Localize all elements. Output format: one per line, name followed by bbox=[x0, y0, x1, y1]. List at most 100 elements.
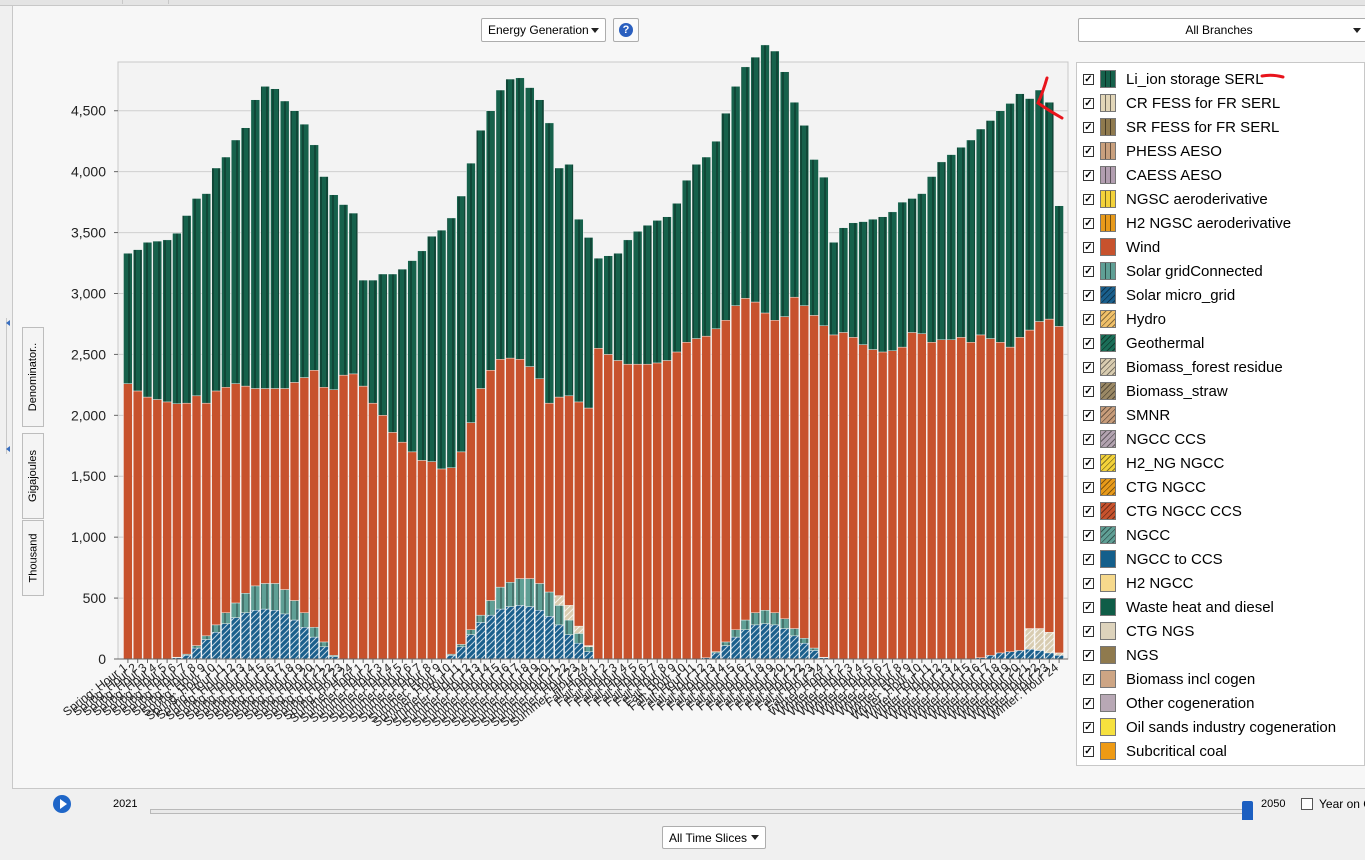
bar-segment bbox=[201, 639, 211, 660]
legend-swatch bbox=[1100, 526, 1116, 544]
legend-item[interactable]: ✓ Solar gridConnected bbox=[1077, 259, 1364, 283]
bar-segment bbox=[701, 335, 711, 658]
legend-checkbox[interactable]: ✓ bbox=[1083, 313, 1094, 325]
legend-checkbox[interactable]: ✓ bbox=[1083, 193, 1094, 205]
legend-checkbox[interactable]: ✓ bbox=[1083, 433, 1094, 445]
legend-checkbox[interactable]: ✓ bbox=[1083, 241, 1094, 253]
bar-stack bbox=[789, 102, 800, 660]
bar-segment bbox=[534, 99, 545, 379]
bar-stack bbox=[633, 231, 643, 660]
legend-swatch bbox=[1100, 118, 1116, 136]
checkbox-box[interactable] bbox=[1301, 798, 1313, 810]
time-slice-select[interactable]: All Time Slices bbox=[662, 826, 766, 849]
scale-button[interactable]: Thousand bbox=[22, 520, 44, 596]
bar-segment bbox=[780, 316, 790, 620]
legend-checkbox[interactable]: ✓ bbox=[1083, 289, 1094, 301]
bar-segment bbox=[378, 273, 388, 416]
bar-segment bbox=[260, 583, 270, 610]
legend-item[interactable]: ✓ CTG NGCC bbox=[1077, 475, 1364, 499]
view-select[interactable]: Energy Generation bbox=[481, 18, 606, 42]
legend-checkbox[interactable]: ✓ bbox=[1083, 121, 1094, 133]
legend-item[interactable]: ✓ Other cogeneration bbox=[1077, 691, 1364, 715]
legend-item[interactable]: ✓ Wind bbox=[1077, 235, 1364, 259]
bar-segment bbox=[191, 395, 202, 646]
legend-item[interactable]: ✓ PHESS AESO bbox=[1077, 139, 1364, 163]
bar-stack bbox=[868, 218, 878, 660]
legend-checkbox[interactable]: ✓ bbox=[1083, 217, 1094, 229]
bar-stack bbox=[495, 89, 505, 660]
legend-checkbox[interactable]: ✓ bbox=[1083, 337, 1094, 349]
legend-checkbox[interactable]: ✓ bbox=[1083, 409, 1094, 421]
bar-segment bbox=[799, 638, 809, 644]
bar-segment bbox=[495, 359, 505, 588]
y-tick-label: 3,500 bbox=[71, 225, 106, 241]
bar-segment bbox=[1015, 337, 1025, 651]
legend-item[interactable]: ✓ CR FESS for FR SERL bbox=[1077, 91, 1364, 115]
legend-checkbox[interactable]: ✓ bbox=[1083, 577, 1094, 589]
legend-item[interactable]: ✓ Biomass_forest residue bbox=[1077, 355, 1364, 379]
play-button[interactable] bbox=[53, 795, 71, 813]
legend-checkbox[interactable]: ✓ bbox=[1083, 97, 1094, 109]
legend-item[interactable]: ✓ SR FESS for FR SERL bbox=[1077, 115, 1364, 139]
legend-label: H2 NGSC aeroderivative bbox=[1126, 214, 1292, 232]
legend-checkbox[interactable]: ✓ bbox=[1083, 169, 1094, 181]
branch-select[interactable]: All Branches bbox=[1078, 18, 1365, 42]
legend-item[interactable]: ✓ NGS bbox=[1077, 643, 1364, 667]
legend-checkbox[interactable]: ✓ bbox=[1083, 73, 1094, 85]
legend-item[interactable]: ✓ Subcritical coal bbox=[1077, 739, 1364, 763]
legend-item[interactable]: ✓ NGCC bbox=[1077, 523, 1364, 547]
legend-checkbox[interactable]: ✓ bbox=[1083, 457, 1094, 469]
legend-item[interactable]: ✓ Biomass_straw bbox=[1077, 379, 1364, 403]
year-slider-thumb[interactable] bbox=[1242, 801, 1253, 820]
legend-item[interactable]: ✓ Biomass incl cogen bbox=[1077, 667, 1364, 691]
bar-segment bbox=[446, 217, 456, 468]
help-button[interactable]: ? bbox=[613, 18, 639, 42]
panel-splitter[interactable] bbox=[6, 318, 12, 454]
year-on-checkbox[interactable]: Year on C bbox=[1301, 797, 1365, 811]
year-slider-track[interactable] bbox=[150, 809, 1250, 814]
legend-checkbox[interactable]: ✓ bbox=[1083, 481, 1094, 493]
bar-segment bbox=[123, 253, 133, 384]
top-tab-2[interactable] bbox=[122, 0, 169, 4]
legend-item[interactable]: ✓ Geothermal bbox=[1077, 331, 1364, 355]
bar-stack bbox=[378, 273, 388, 660]
units-button[interactable]: Gigajoules bbox=[22, 433, 44, 519]
denominator-button[interactable]: Denominator.. bbox=[22, 327, 44, 427]
legend-item[interactable]: ✓ H2_NG NGCC bbox=[1077, 451, 1364, 475]
legend-checkbox[interactable]: ✓ bbox=[1083, 145, 1094, 157]
legend-checkbox[interactable]: ✓ bbox=[1083, 697, 1094, 709]
legend-item[interactable]: ✓ NGSC aeroderivative bbox=[1077, 187, 1364, 211]
legend-checkbox[interactable]: ✓ bbox=[1083, 361, 1094, 373]
legend-item[interactable]: ✓ NGCC to CCS bbox=[1077, 547, 1364, 571]
legend-checkbox[interactable]: ✓ bbox=[1083, 553, 1094, 565]
legend-item[interactable]: ✓ Oil sands industry cogeneration bbox=[1077, 715, 1364, 739]
bar-stack bbox=[838, 227, 849, 660]
legend-checkbox[interactable]: ✓ bbox=[1083, 625, 1094, 637]
legend-checkbox[interactable]: ✓ bbox=[1083, 529, 1094, 541]
legend-checkbox[interactable]: ✓ bbox=[1083, 649, 1094, 661]
legend-item[interactable]: ✓ H2 NGCC bbox=[1077, 571, 1364, 595]
legend-item[interactable]: ✓ CTG NGS bbox=[1077, 619, 1364, 643]
bar-segment bbox=[476, 622, 486, 660]
legend-item[interactable]: ✓ NGCC CCS bbox=[1077, 427, 1364, 451]
legend-item[interactable]: ✓ CAESS AESO bbox=[1077, 163, 1364, 187]
bar-segment bbox=[574, 401, 584, 627]
legend-checkbox[interactable]: ✓ bbox=[1083, 601, 1094, 613]
legend-checkbox[interactable]: ✓ bbox=[1083, 505, 1094, 517]
legend-item[interactable]: ✓ Waste heat and diesel bbox=[1077, 595, 1364, 619]
legend-item[interactable]: ✓ CTG NGCC CCS bbox=[1077, 499, 1364, 523]
legend-item[interactable]: ✓ H2 NGSC aeroderivative bbox=[1077, 211, 1364, 235]
bar-segment bbox=[633, 231, 643, 365]
legend-item[interactable]: ✓ Li_ion storage SERL bbox=[1077, 67, 1364, 91]
legend-checkbox[interactable]: ✓ bbox=[1083, 721, 1094, 733]
bar-stack bbox=[201, 193, 211, 660]
legend-checkbox[interactable]: ✓ bbox=[1083, 673, 1094, 685]
bar-segment bbox=[760, 312, 770, 611]
legend-item[interactable]: ✓ Hydro bbox=[1077, 307, 1364, 331]
legend-checkbox[interactable]: ✓ bbox=[1083, 265, 1094, 277]
legend-item[interactable]: ✓ Solar micro_grid bbox=[1077, 283, 1364, 307]
legend-checkbox[interactable]: ✓ bbox=[1083, 745, 1094, 757]
legend-item[interactable]: ✓ SMNR bbox=[1077, 403, 1364, 427]
top-tab-1[interactable] bbox=[0, 0, 123, 4]
legend-checkbox[interactable]: ✓ bbox=[1083, 385, 1094, 397]
